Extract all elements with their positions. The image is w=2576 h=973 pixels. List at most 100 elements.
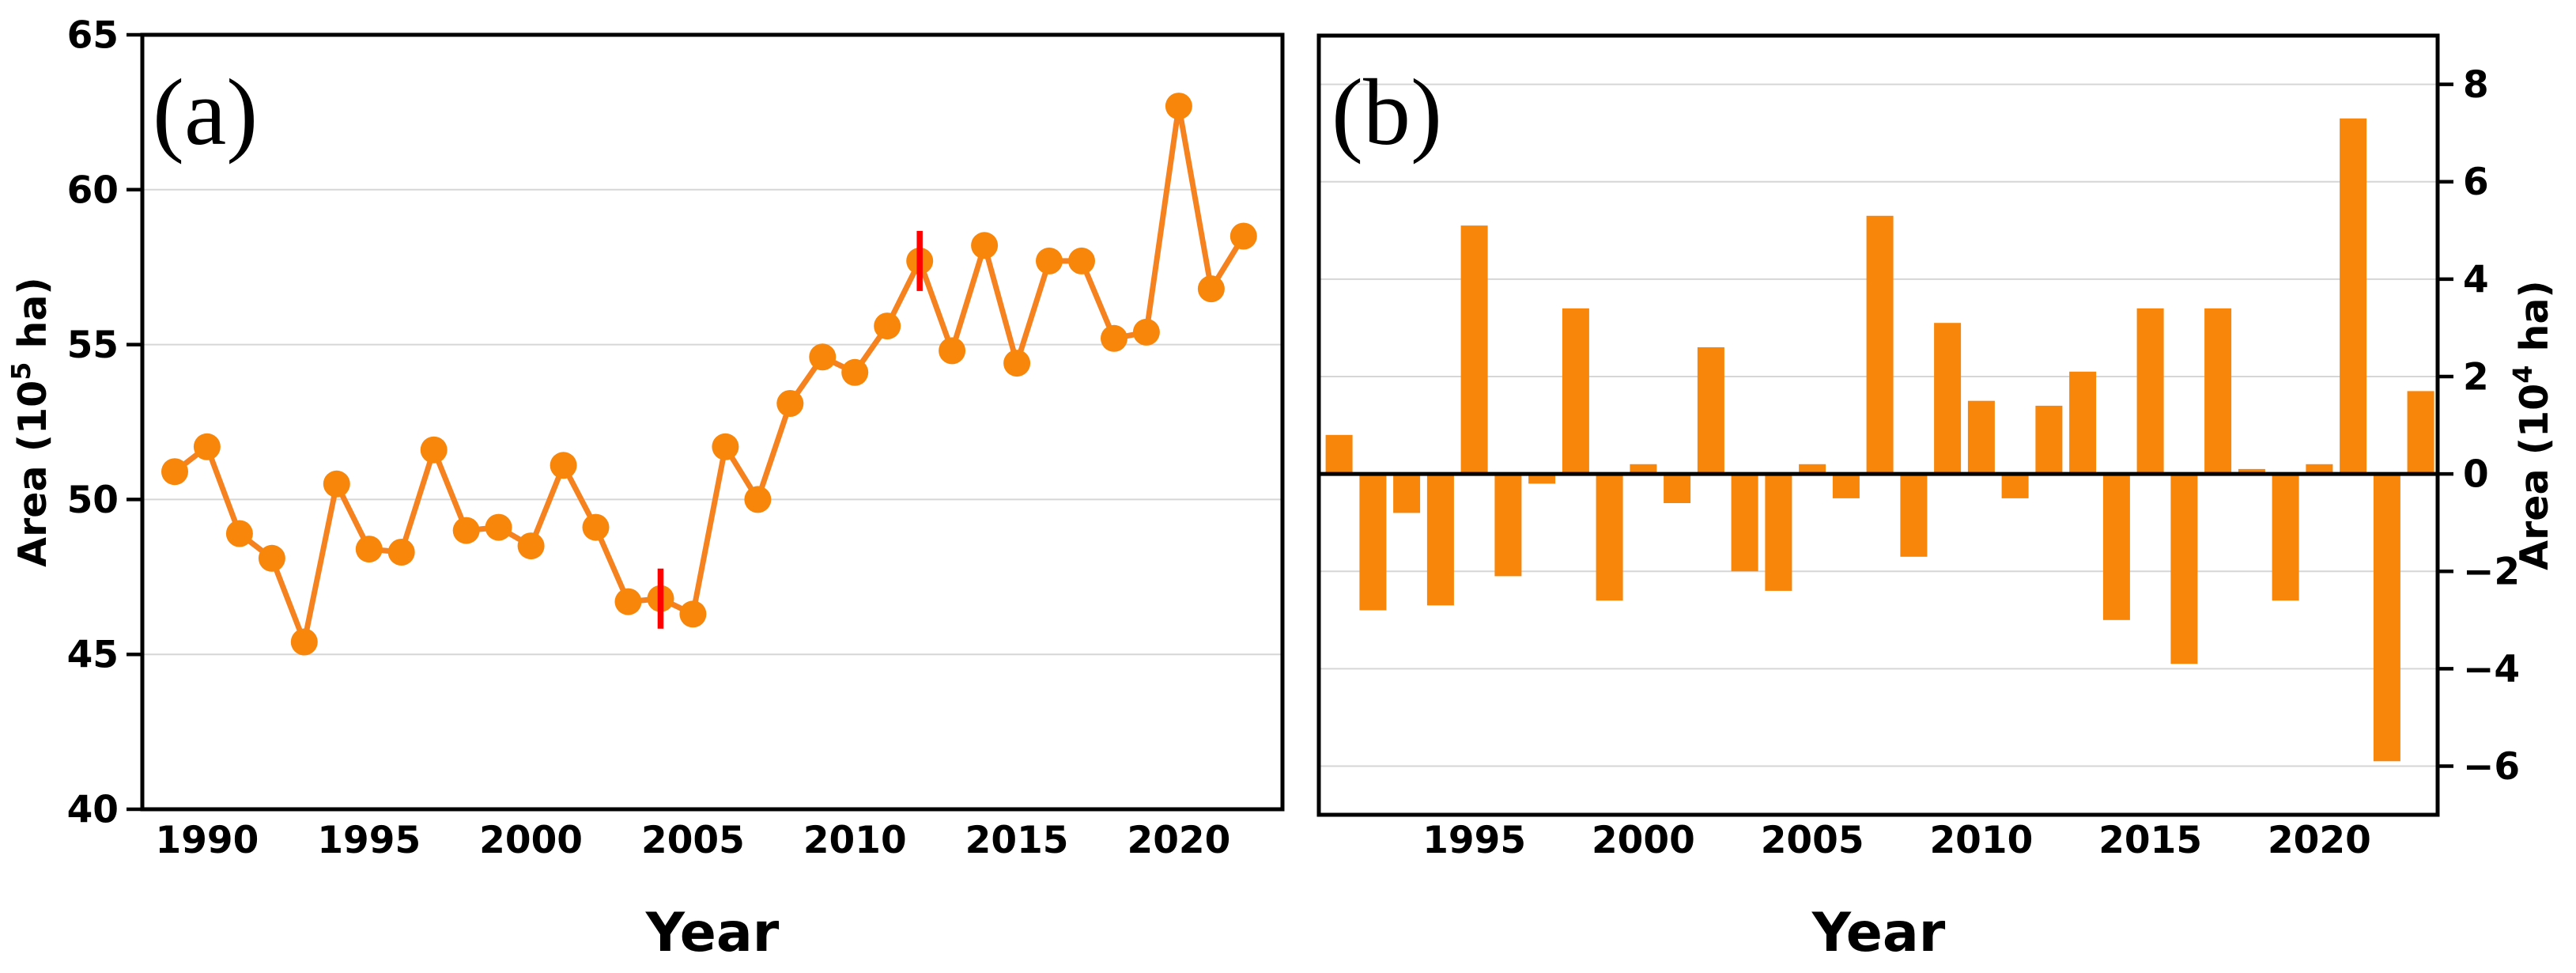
a-xtick-label-2020: 2020	[1127, 819, 1231, 862]
a-xtick-label-1990: 1990	[156, 819, 259, 862]
b-ytick-label--2: −2	[2463, 551, 2520, 594]
a-ytick-label-65: 65	[67, 13, 119, 57]
bar-2020	[2306, 464, 2333, 475]
bar-1996	[1494, 474, 1522, 577]
b-xtick-label-2010: 2010	[1929, 819, 2033, 862]
data-point-2007	[744, 486, 772, 513]
panel-b-yaxis-title-part: Area (10	[2512, 384, 2557, 570]
b-ytick-label--6: −6	[2463, 745, 2520, 789]
bar-2006	[1832, 474, 1860, 498]
panel-b-yaxis-title-superscript: 4	[2507, 365, 2538, 384]
data-point-1997	[420, 436, 448, 464]
data-point-2000	[517, 532, 545, 560]
bar-1999	[1596, 474, 1623, 601]
bar-1998	[1562, 308, 1589, 475]
bar-2010	[1967, 400, 1995, 474]
data-point-2011	[874, 312, 901, 340]
panel-a-yaxis-title-superscript: 5	[6, 362, 36, 380]
b-xtick-label-2020: 2020	[2268, 819, 2371, 862]
a-xtick-label-2005: 2005	[641, 819, 745, 862]
a-ytick-label-50: 50	[67, 479, 119, 522]
area-line-series	[172, 103, 1247, 645]
data-layer	[161, 93, 2438, 762]
data-point-1993	[290, 628, 318, 656]
bar-2012	[2035, 405, 2063, 475]
data-point-2005	[679, 600, 707, 628]
panel-a-letter: (a)	[153, 59, 258, 165]
bar-2013	[2069, 371, 2097, 475]
bar-2005	[1799, 464, 1826, 475]
a-xtick-label-2000: 2000	[479, 819, 583, 862]
a-ytick-label-40: 40	[67, 788, 119, 831]
data-point-2022	[1229, 222, 1257, 250]
bar-2018	[2238, 468, 2265, 475]
panel-a-frame	[140, 32, 1285, 812]
b-xtick-label-2005: 2005	[1761, 819, 1864, 862]
data-point-2019	[1132, 318, 1160, 346]
data-point-2003	[614, 588, 642, 615]
data-point-1995	[355, 536, 383, 563]
b-ytick-label-4: 4	[2463, 258, 2489, 301]
a-ytick-label-45: 45	[67, 634, 119, 677]
data-point-2008	[776, 390, 804, 417]
bar-1992	[1359, 474, 1387, 611]
data-point-2001	[550, 452, 577, 479]
bar-2014	[2102, 474, 2130, 620]
bar-2021	[2340, 118, 2367, 475]
bar-2002	[1697, 347, 1724, 475]
b-ytick-label-2: 2	[2463, 355, 2489, 399]
data-point-1994	[323, 470, 350, 498]
bar-1997	[1528, 474, 1556, 484]
panel-b-letter: (b)	[1331, 59, 1442, 165]
data-point-1989	[161, 458, 188, 486]
b-xtick-label-1995: 1995	[1422, 819, 1526, 862]
panel-a-xaxis-title: Year	[645, 902, 780, 964]
b-ytick-label-0: 0	[2463, 453, 2489, 497]
a-xtick-label-1995: 1995	[317, 819, 421, 862]
bar-2015	[2136, 308, 2164, 475]
bar-2000	[1630, 464, 1657, 475]
panel-b-yaxis-title-part: ha)	[2512, 280, 2557, 365]
bar-1994	[1426, 474, 1454, 606]
a-ytick-label-55: 55	[67, 324, 119, 367]
bar-2004	[1765, 474, 1792, 591]
bar-2011	[2001, 474, 2029, 498]
panel-b-xaxis-title: Year	[1811, 902, 1946, 964]
data-point-2014	[971, 232, 999, 259]
data-point-2010	[841, 358, 869, 386]
panel-a-yaxis-title-part: ha)	[10, 277, 55, 362]
data-point-1999	[485, 513, 512, 541]
data-point-1991	[225, 520, 253, 547]
bar-2001	[1664, 474, 1691, 503]
b-ytick-label-6: 6	[2463, 161, 2489, 204]
a-xtick-label-2010: 2010	[803, 819, 907, 862]
b-ytick-label-8: 8	[2463, 63, 2489, 107]
panel-a-yaxis-title: Area (105 ha)	[6, 277, 55, 567]
data-point-1996	[387, 539, 415, 566]
a-ytick-label-60: 60	[67, 168, 119, 212]
data-point-2009	[809, 343, 837, 371]
bar-1991	[1325, 434, 1353, 475]
data-point-2013	[939, 337, 966, 365]
data-point-1998	[452, 517, 480, 544]
bar-2023	[2407, 391, 2434, 475]
data-point-2020	[1165, 93, 1192, 120]
b-xtick-label-2015: 2015	[2098, 819, 2202, 862]
bar-2022	[2373, 474, 2400, 762]
data-point-2018	[1101, 324, 1127, 352]
data-point-2016	[1036, 247, 1063, 274]
bar-2007	[1866, 215, 1894, 475]
panel-a-yaxis-title-part: Area (10	[10, 380, 55, 567]
b-xtick-label-2000: 2000	[1592, 819, 1695, 862]
data-point-2006	[712, 433, 739, 460]
bar-2008	[1900, 474, 1928, 557]
panel-b-frame	[1316, 33, 2440, 817]
a-xtick-label-2015: 2015	[965, 819, 1069, 862]
bar-2017	[2204, 308, 2232, 475]
data-point-1992	[258, 544, 285, 572]
panel-b-yaxis-title: Area (104 ha)	[2507, 280, 2557, 570]
bar-2009	[1934, 323, 1962, 474]
